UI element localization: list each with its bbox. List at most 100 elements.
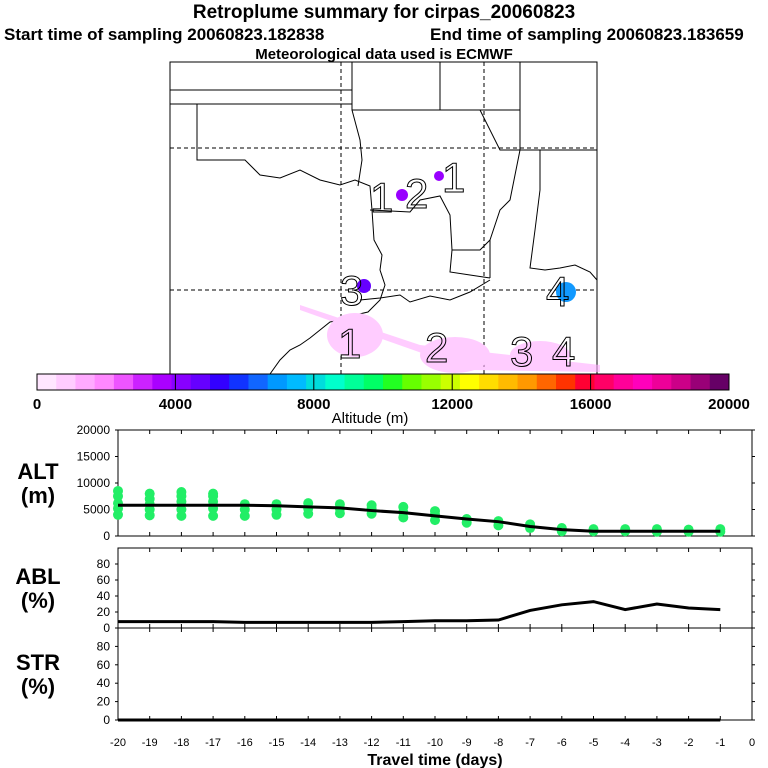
- x-tick-label: -12: [364, 737, 380, 749]
- end-time: End time of sampling 20060823.183659: [430, 25, 744, 44]
- y-tick-label: 20000: [77, 423, 111, 437]
- y-axis-unit: (%): [21, 674, 55, 699]
- colorbar-swatch: [325, 374, 346, 390]
- y-tick-label: 20: [97, 605, 111, 619]
- colorbar-swatch: [613, 374, 634, 390]
- colorbar-swatch: [210, 374, 230, 390]
- colorbar-swatch: [575, 374, 595, 390]
- map-label: 3: [510, 328, 533, 375]
- altitude-point: [366, 500, 377, 511]
- colorbar-swatch: [229, 374, 249, 390]
- altitude-point: [113, 485, 123, 496]
- cluster-dot: [556, 282, 576, 302]
- y-axis-label: ABL: [15, 564, 60, 589]
- colorbar-swatch: [498, 374, 519, 390]
- x-tick-label: -11: [396, 737, 411, 749]
- y-axis-unit: (m): [21, 483, 55, 508]
- altitude-point: [144, 488, 155, 499]
- colorbar-swatch: [671, 374, 692, 390]
- colorbar-swatch: [440, 374, 461, 390]
- colorbar-swatch: [248, 374, 269, 390]
- x-tick-label: -8: [494, 737, 504, 749]
- colorbar-swatch: [363, 374, 384, 390]
- altitude-point: [271, 499, 282, 510]
- colorbar-swatch: [709, 374, 730, 390]
- y-tick-label: 10000: [77, 476, 111, 490]
- x-tick-label: -19: [142, 737, 158, 749]
- x-tick-label: -1: [715, 737, 725, 749]
- altitude-point: [208, 510, 219, 521]
- colorbar-tick-label: 4000: [159, 396, 192, 413]
- colorbar-swatch: [190, 374, 211, 390]
- x-axis-label: Travel time (days): [367, 752, 502, 768]
- x-tick-label: -16: [237, 737, 253, 749]
- colorbar-tick-label: 12000: [431, 396, 473, 413]
- met-data-source: Meteorological data used is ECMWF: [255, 46, 513, 63]
- colorbar-swatch: [402, 374, 422, 390]
- map-label: 2: [405, 170, 428, 217]
- retroplume: [300, 305, 600, 373]
- altitude-point: [683, 524, 694, 535]
- x-tick-label: -10: [427, 737, 443, 749]
- colorbar-swatch: [632, 374, 653, 390]
- cluster-dot: [396, 189, 408, 201]
- colorbar-tick-label: 20000: [708, 396, 750, 413]
- series-line: [118, 600, 721, 624]
- y-tick-label: 0: [103, 529, 110, 543]
- altitude-point: [176, 487, 187, 498]
- panels: 05000100001500020000ALT(m)020406080ABL(%…: [15, 423, 755, 768]
- colorbar-swatch: [459, 374, 480, 390]
- colorbar-tick-label: 16000: [570, 396, 612, 413]
- colorbar-swatch: [152, 374, 173, 390]
- map-label: 1: [442, 154, 465, 201]
- series-line: [118, 503, 721, 533]
- x-tick-label: -4: [620, 737, 630, 749]
- map-label: 2: [425, 324, 448, 371]
- colorbar-swatch: [690, 374, 711, 390]
- altitude-point: [398, 501, 409, 512]
- colorbar-swatch: [517, 374, 538, 390]
- map-boundaries: [170, 62, 598, 375]
- altitude-point: [430, 506, 440, 517]
- colorbar-swatch: [556, 374, 576, 390]
- y-tick-label: 60: [97, 573, 111, 587]
- map-label: 4: [546, 268, 569, 315]
- colorbar-swatch: [37, 374, 57, 390]
- altitude-colorbar: 0 4000 8000 12000 16000 20000: [33, 373, 750, 413]
- colorbar-swatch: [75, 374, 96, 390]
- y-tick-label: 5000: [83, 503, 110, 517]
- x-tick-label: -13: [332, 737, 348, 749]
- colorbar-swatch: [652, 374, 672, 390]
- colorbar-swatch: [344, 374, 365, 390]
- y-tick-label: 40: [97, 676, 111, 690]
- altitude-point: [176, 504, 187, 515]
- x-tick-label: -3: [652, 737, 662, 749]
- x-tick-label: -2: [684, 737, 694, 749]
- x-tick-label: -14: [300, 737, 316, 749]
- y-tick-label: 0: [103, 713, 110, 727]
- x-tick-label: -9: [462, 737, 472, 749]
- x-tick-label: -20: [110, 737, 126, 749]
- y-tick-label: 80: [97, 557, 111, 571]
- colorbar-tick-label: 0: [33, 396, 41, 413]
- colorbar-swatch: [133, 374, 153, 390]
- y-axis-label: ALT: [17, 459, 59, 484]
- x-tick-label: -17: [205, 737, 221, 749]
- colorbar-swatch: [383, 374, 403, 390]
- colorbar-swatch: [171, 374, 192, 390]
- chart-title: Retroplume summary for cirpas_20060823: [192, 2, 576, 23]
- colorbar-swatch: [56, 374, 76, 390]
- colorbar-swatch: [306, 374, 326, 390]
- map-label: 1: [338, 320, 361, 367]
- colorbar-swatch: [113, 374, 134, 390]
- colorbar-swatch: [479, 374, 499, 390]
- start-time: Start time of sampling 20060823.182838: [4, 25, 325, 44]
- panel-frame: [117, 547, 753, 629]
- x-tick-label: -15: [269, 737, 285, 749]
- cluster-dot: [357, 279, 371, 293]
- y-tick-label: 20: [97, 695, 111, 709]
- map-label: 4: [552, 328, 575, 375]
- x-tick-label: 0: [749, 737, 755, 749]
- y-tick-label: 60: [97, 658, 111, 672]
